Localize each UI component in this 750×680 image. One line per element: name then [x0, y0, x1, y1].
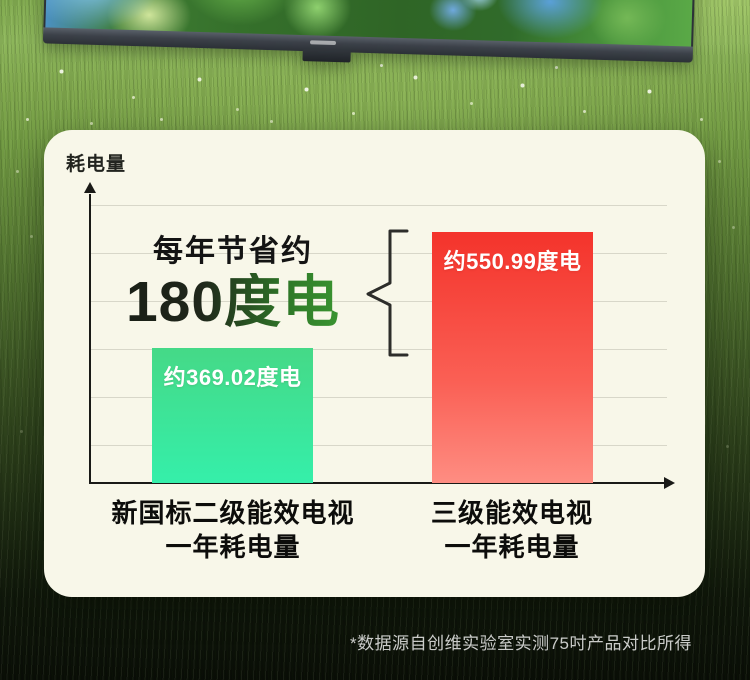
category-label-level2: 新国标二级能效电视 一年耗电量	[102, 496, 364, 564]
flower-specks	[0, 0, 3, 3]
x-axis	[89, 482, 667, 484]
category-line: 一年耗电量	[444, 532, 580, 562]
bar-level2-consumption: 约369.02度电	[152, 348, 313, 483]
bar-value-label: 约369.02度电	[163, 365, 302, 390]
chart-card: 耗电量 约369.02度电 约550.99度电 每年节省约 180度电 新国标二…	[44, 130, 705, 597]
category-label-level3: 三级能效电视 一年耗电量	[381, 496, 643, 564]
category-line: 一年耗电量	[165, 532, 301, 562]
category-line: 三级能效电视	[430, 498, 593, 528]
savings-annotation: 每年节省约 180度电	[102, 226, 364, 331]
gridline	[90, 445, 667, 446]
savings-text: 每年节省约	[153, 235, 313, 268]
gridline	[90, 349, 667, 350]
gridline	[90, 253, 667, 254]
data-source-disclaimer: *数据源自创维实验室实测75吋产品对比所得	[349, 634, 692, 653]
x-axis-arrow-icon	[664, 477, 675, 489]
tv-brand-logo-icon	[309, 40, 336, 46]
y-axis-title: 耗电量	[66, 154, 127, 175]
bar-value-label: 约550.99度电	[443, 249, 582, 274]
bar-level3-consumption: 约550.99度电	[432, 232, 593, 483]
y-axis	[89, 194, 91, 484]
gridline	[90, 397, 667, 398]
gridline	[90, 205, 667, 206]
category-line: 新国标二级能效电视	[111, 498, 355, 528]
tv-logo-module	[302, 49, 351, 63]
gridline	[90, 301, 667, 302]
brace-icon	[366, 229, 409, 357]
savings-amount: 180度电	[102, 273, 364, 331]
y-axis-arrow-icon	[84, 182, 96, 193]
